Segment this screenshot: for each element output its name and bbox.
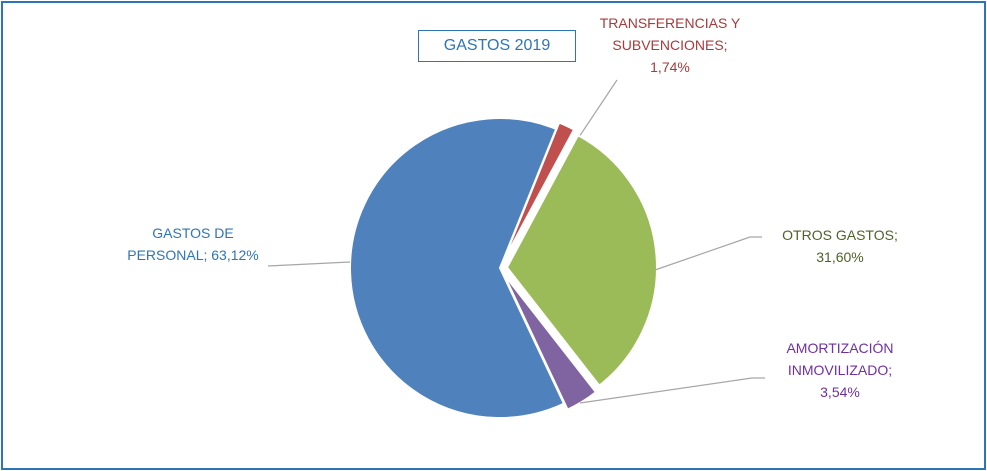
label-separator: ; [893,227,898,243]
data-label: OTROS GASTOS; 31,60% [770,224,910,268]
pie-slice [349,117,566,419]
pie-slice [505,133,658,388]
label-value: 3,54% [820,384,860,400]
data-label: AMORTIZACIÓN INMOVILIZADO; 3,54% [770,337,910,403]
label-category: AMORTIZACIÓN INMOVILIZADO [786,340,894,378]
leader-line [654,236,762,271]
label-separator: ; [888,362,893,378]
pie-slice [502,273,598,411]
label-value: 1,74% [650,59,690,75]
chart-title: GASTOS 2019 [418,30,576,62]
label-category: GASTOS DE PERSONAL [127,225,234,263]
leader-line [576,79,618,141]
leader-line [267,261,351,267]
data-label: TRANSFERENCIAS Y SUBVENCIONES; 1,74% [590,12,750,78]
label-value: 63,12% [211,247,259,263]
label-value: 31,60% [816,249,864,265]
leader-line [579,377,765,404]
label-category: OTROS GASTOS [782,227,894,243]
label-separator: ; [723,37,728,53]
data-label: GASTOS DE PERSONAL; 63,12% [118,222,268,266]
pie-slice [502,121,576,263]
label-category: TRANSFERENCIAS Y SUBVENCIONES [599,15,741,53]
label-separator: ; [203,247,208,263]
